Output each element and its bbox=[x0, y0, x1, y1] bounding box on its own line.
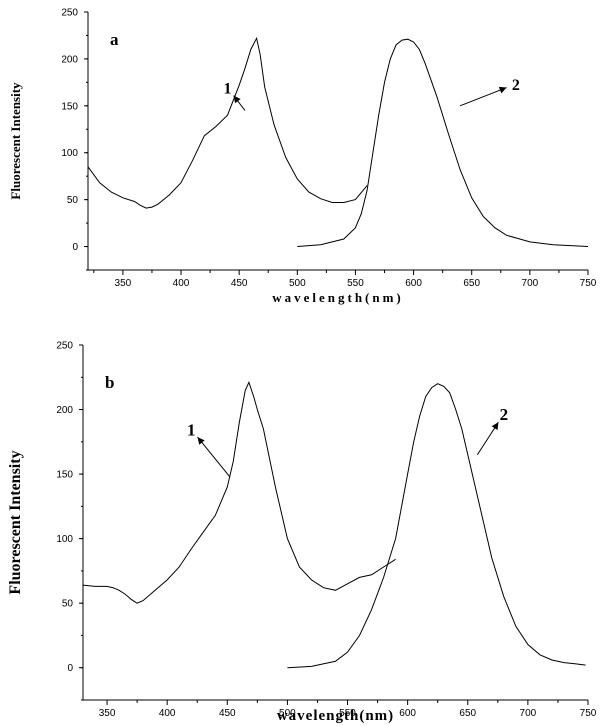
x-tick-label: 400 bbox=[159, 708, 176, 719]
x-tick-label: 550 bbox=[347, 278, 364, 289]
x-tick-label: 650 bbox=[459, 708, 476, 719]
x-tick-label: 600 bbox=[399, 708, 416, 719]
x-tick-label: 750 bbox=[580, 708, 597, 719]
y-tick-label: 250 bbox=[61, 8, 78, 19]
y-tick-label: 150 bbox=[61, 101, 78, 112]
y-tick-label: 50 bbox=[62, 599, 74, 610]
panel-letter: b bbox=[105, 373, 114, 392]
x-tick-label: 350 bbox=[99, 708, 116, 719]
x-tick-label: 550 bbox=[339, 708, 356, 719]
y-tick-label: 200 bbox=[56, 405, 73, 416]
y-tick-label: 0 bbox=[72, 242, 78, 253]
curve-arrow-1 bbox=[197, 436, 231, 477]
curve-label-1: 1 bbox=[187, 420, 196, 439]
x-tick-label: 350 bbox=[115, 278, 132, 289]
curve-label-2: 2 bbox=[512, 77, 520, 94]
y-tick-label: 200 bbox=[61, 54, 78, 65]
curve-label-1: 1 bbox=[224, 81, 232, 98]
y-tick-label: 150 bbox=[56, 470, 73, 481]
curve-arrowhead-1 bbox=[233, 95, 241, 104]
series-line-2 bbox=[287, 383, 586, 669]
series-line-1 bbox=[82, 381, 396, 604]
x-axis-title: wavelength(nm) bbox=[277, 708, 394, 724]
x-tick-label: 600 bbox=[405, 278, 422, 289]
x-tick-label: 500 bbox=[279, 708, 296, 719]
curve-arrowhead-2 bbox=[498, 86, 507, 94]
curve-arrowhead-2 bbox=[491, 422, 499, 431]
x-tick-label: 650 bbox=[463, 278, 480, 289]
x-tick-label: 400 bbox=[173, 278, 190, 289]
x-tick-label: 450 bbox=[219, 708, 236, 719]
curve-arrow-2 bbox=[459, 87, 507, 107]
series-line-1 bbox=[87, 36, 368, 209]
series-line-2 bbox=[297, 38, 589, 247]
curve-label-2: 2 bbox=[500, 405, 509, 424]
y-tick-label: 100 bbox=[61, 148, 78, 159]
x-tick-label: 500 bbox=[289, 278, 306, 289]
panel-b: 0 50 100 150 200 250 350 400 450 500 550 600 650 700 7… bbox=[7, 341, 597, 725]
y-axis-title: Fluorescent Intensity bbox=[8, 82, 23, 200]
panel-a: 0 50 100 150 200 250 350 400 450 500 550 600 650 700 7… bbox=[8, 8, 597, 306]
y-tick-label: 50 bbox=[67, 195, 79, 206]
x-tick-label: 750 bbox=[580, 278, 597, 289]
x-tick-label: 700 bbox=[520, 708, 537, 719]
y-axis-title: Fluorescent Intensity bbox=[7, 450, 24, 594]
x-axis-title: wavelength(nm) bbox=[272, 290, 404, 305]
x-tick-label: 700 bbox=[522, 278, 539, 289]
curve-arrowhead-1 bbox=[197, 437, 205, 445]
y-tick-label: 0 bbox=[67, 663, 73, 674]
panel-letter: a bbox=[110, 30, 119, 49]
y-tick-label: 100 bbox=[56, 534, 73, 545]
x-tick-label: 450 bbox=[231, 278, 248, 289]
y-tick-label: 250 bbox=[56, 341, 73, 352]
